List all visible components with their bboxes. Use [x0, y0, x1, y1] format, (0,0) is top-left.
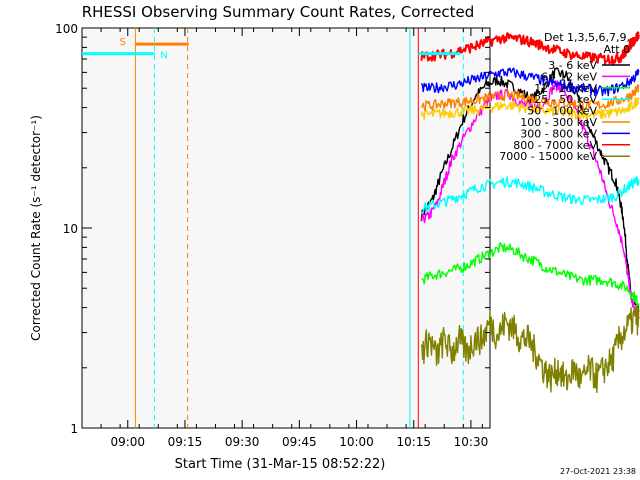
y-tick-label: 10	[63, 222, 78, 236]
legend-label: 25 - 50 keV	[534, 93, 597, 106]
legend-header-detectors: Det 1,3,5,6,7,9,	[544, 31, 630, 44]
x-tick-label: 09:00	[110, 435, 145, 449]
legend-label: 300 - 800 keV	[520, 127, 597, 140]
y-tick-label: 1	[70, 422, 78, 436]
series-line-4	[420, 97, 640, 121]
series-line-8	[420, 305, 640, 394]
chart-title: RHESSI Observing Summary Count Rates, Co…	[82, 3, 475, 21]
series-layer	[420, 31, 640, 394]
x-tick-label: 10:15	[396, 435, 431, 449]
series-line-7	[420, 31, 640, 65]
y-axis-label: Corrected Count Rate (s⁻¹ detector⁻¹)	[29, 115, 43, 341]
legend-label: 12 - 25 keV	[534, 82, 597, 95]
x-tick-label: 09:30	[225, 435, 260, 449]
plot-area	[81, 27, 491, 429]
series-line-1	[420, 80, 640, 320]
overlay-n-label: N	[160, 51, 167, 62]
series-line-6	[420, 67, 640, 97]
legend-header-attenuator: Att 0	[604, 43, 630, 56]
x-axis-label: Start Time (31-Mar-15 08:52:22)	[175, 457, 386, 472]
plot-guides	[134, 28, 464, 428]
x-tick-label: 09:15	[168, 435, 203, 449]
legend-label: 6 - 12 keV	[541, 70, 597, 83]
x-tick-label: 10:00	[339, 435, 374, 449]
axes-layer: 1 10 100 09:00 09:15 09:30 09:45 10:00 10:15 10:3…	[55, 22, 490, 449]
legend-label: 50 - 100 keV	[527, 105, 597, 118]
timestamp: 27-Oct-2021 23:38	[560, 467, 636, 476]
legend-label: 3 - 6 keV	[548, 59, 597, 72]
x-tick-label: 09:45	[282, 435, 317, 449]
overlay-s-label: S	[119, 37, 125, 48]
series-line-3	[420, 176, 640, 214]
x-tick-label: 10:30	[454, 435, 489, 449]
legend-label: 7000 - 15000 keV	[499, 150, 597, 163]
overlay-layer: SN	[82, 37, 460, 62]
legend-label: 800 - 7000 keV	[513, 139, 597, 152]
y-tick-label: 100	[55, 22, 78, 36]
series-line-2	[421, 242, 640, 307]
legend-label: 100 - 300 keV	[520, 116, 597, 129]
series-line-5	[420, 84, 640, 112]
